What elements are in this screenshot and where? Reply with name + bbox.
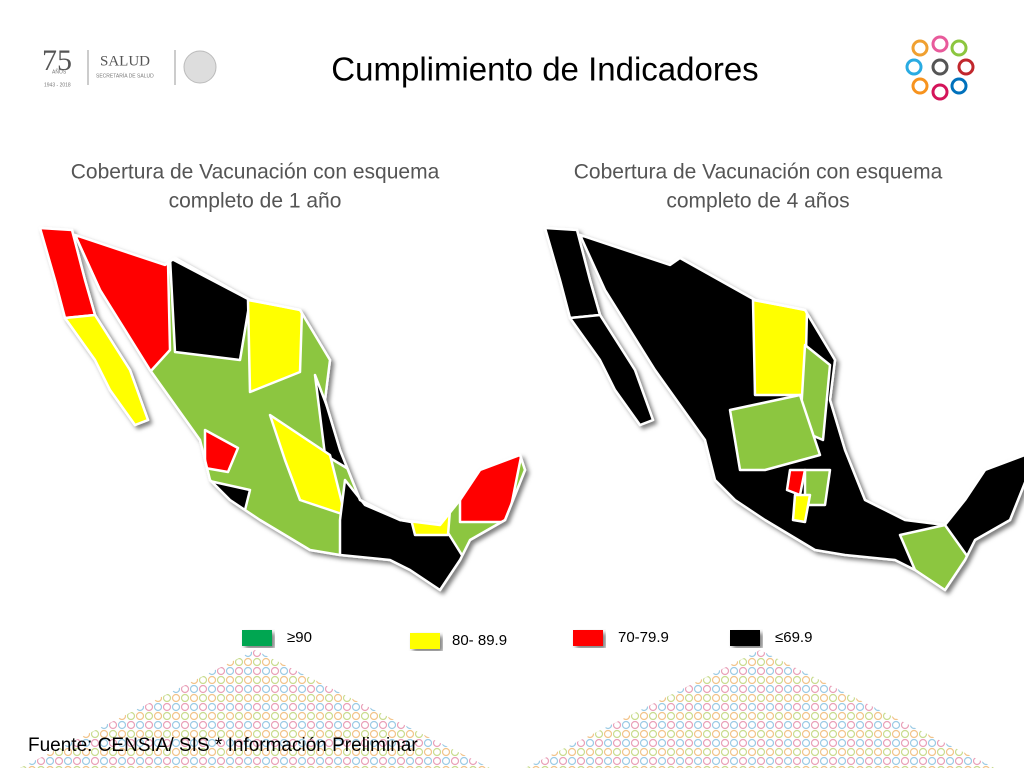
logo-rings [905,35,975,101]
decoration [525,650,995,768]
legend: ≥90 80- 89.9 70-79.9 ≤69.9 [242,629,812,649]
legend-swatch [410,633,440,649]
map-4-years [543,226,1024,592]
decoration [20,650,490,768]
logo-number: 75 [42,44,72,77]
map-title: Cobertura de Vacunación con esquema [574,161,943,184]
legend-label: ≤69.9 [775,629,812,646]
logo-salud: 75 AÑOS 1943 - 2018 SALUD SECRETARÍA DE … [42,44,217,88]
logo-years: AÑOS [52,68,67,75]
logo-secretaria: SECRETARÍA DE SALUD [96,72,154,79]
map-title: completo de 1 año [169,190,342,213]
map-1-year [38,226,527,592]
legend-label: 70-79.9 [618,629,669,646]
map-title: Cobertura de Vacunación con esquema [71,161,440,184]
map-title: completo de 4 años [666,190,849,213]
title: Cumplimiento de Indicadores [331,51,758,88]
legend-label: 80- 89.9 [452,632,507,649]
legend-label: ≥90 [287,629,312,646]
legend-swatch [730,630,760,646]
legend-swatch [573,630,603,646]
legend-swatch [242,630,272,646]
source: Fuente: CENSIA/ SIS * Información Prelim… [28,735,418,756]
logo-salud: SALUD [100,53,150,69]
logo-dates: 1943 - 2018 [44,82,71,88]
emblem [183,50,217,84]
